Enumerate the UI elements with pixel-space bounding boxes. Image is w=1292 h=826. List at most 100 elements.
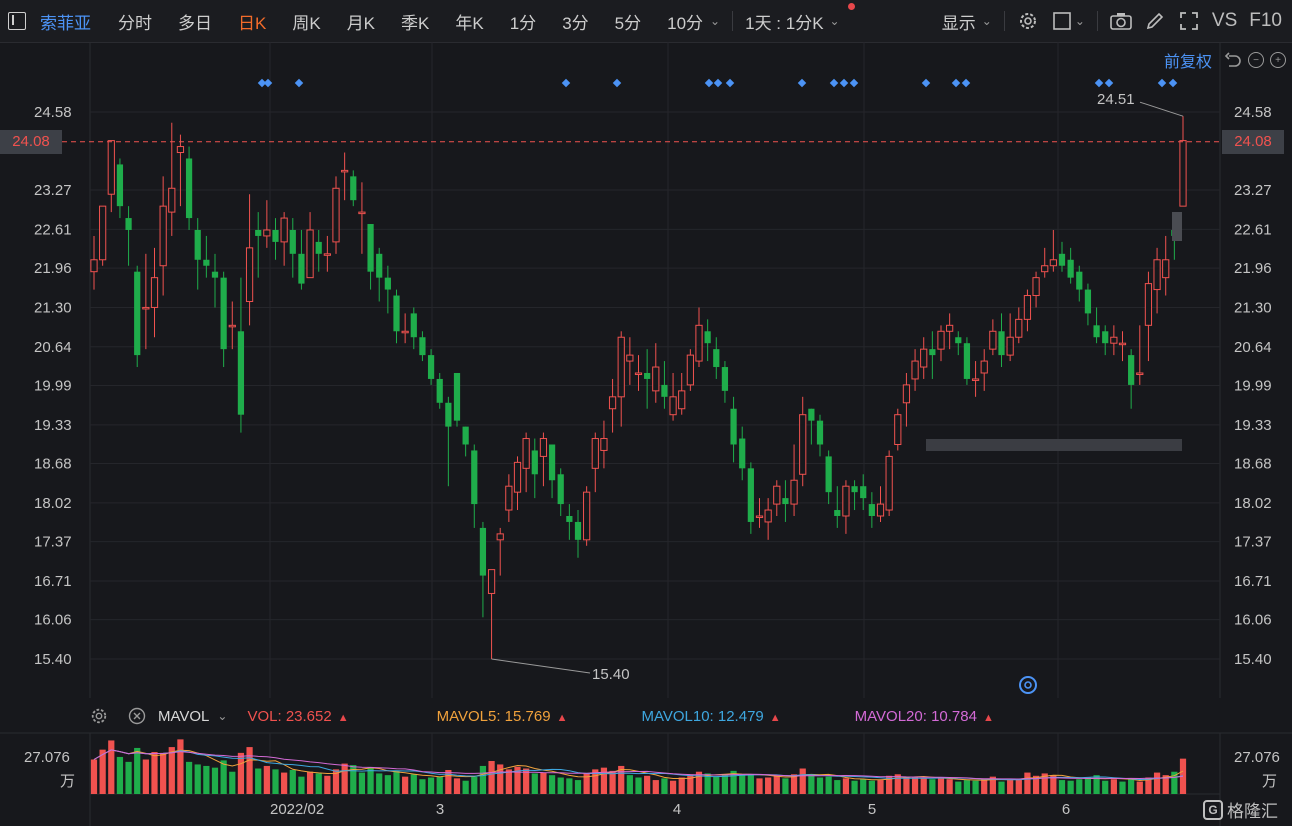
y-tick-label-right: 19.33 [1234,417,1272,434]
zoom-in-icon[interactable]: + [1270,52,1286,68]
candle-body-up [168,187,176,213]
y-tick-label-right: 24.58 [1234,104,1272,121]
volume-bar [90,759,98,794]
fullscreen-icon[interactable] [1178,10,1200,32]
tab-period-1[interactable]: 多日 [178,13,212,33]
pencil-icon[interactable] [1144,10,1166,32]
sidebar-toggle-icon[interactable] [8,12,26,30]
tab-period-3[interactable]: 周K [292,13,321,33]
candle-body-down [427,355,435,379]
candle-body-down [384,277,391,290]
volume-bar [1093,775,1100,794]
candle-body-up [280,217,288,243]
event-marker-icon [294,78,304,88]
candle-body-down [134,271,141,356]
y-tick-label-left: 16.06 [34,612,72,629]
candle-body-up [176,146,185,154]
volume-bar [1032,775,1040,794]
volume-bar [151,752,158,794]
undo-icon[interactable] [1222,49,1244,71]
candle-body-down [220,277,227,350]
volume-bar [384,775,391,794]
chevron-down-icon[interactable]: ⌄ [829,14,840,28]
volume-bar [609,770,616,794]
chevron-down-icon[interactable]: ⌄ [1074,14,1085,28]
candle-body-up [1153,259,1161,291]
tab-period-7[interactable]: 1分 [509,13,537,33]
chevron-down-icon[interactable]: ⌄ [710,14,721,28]
candle-body-up [695,324,703,362]
current-price-badge-left: 24.08 [0,129,62,154]
y-tick-label-right: 20.64 [1234,339,1272,356]
candle-body-down [194,229,201,260]
mavol5-value: MAVOL5: 15.769 ▲ [437,708,568,725]
volume-bar [194,764,201,794]
tab-period-10[interactable]: 10分 [667,13,704,33]
gear-icon[interactable] [1017,10,1039,32]
candle-body-down [376,253,383,278]
close-icon[interactable] [126,705,148,727]
candlestick-chart[interactable]: 24.58 24.58 23.27 23.27 22.61 22.61 21.96 21.96… [0,42,1292,698]
tab-period-0[interactable]: 分时 [118,13,152,33]
volume-bar [911,777,919,794]
tab-period-2[interactable]: 日K [238,13,267,33]
zoom-out-icon[interactable]: − [1248,52,1264,68]
event-marker-icon [961,78,971,88]
indicator-select[interactable]: MAVOL [158,707,210,725]
y-tick-label-left: 19.33 [34,417,72,434]
candle-body-up [678,390,686,410]
candle-body-down [644,372,651,379]
volume-bar [773,775,780,794]
event-marker-icon [704,78,714,88]
volume-bar [574,780,582,794]
volume-bar [765,777,772,794]
tab-period-6[interactable]: 年K [455,13,484,33]
tab-period-5[interactable]: 季K [401,13,430,33]
volume-bar [1145,777,1152,794]
candle-body-up [980,360,988,374]
y-tick-label-left: 20.64 [34,339,72,356]
tab-period-8[interactable]: 3分 [562,13,589,33]
vol-label: VOL: 23.652 [247,707,332,725]
volume-bar [116,756,124,794]
square-icon[interactable] [1051,10,1073,32]
gear-icon[interactable] [88,705,110,727]
volume-bar [981,779,988,794]
chevron-down-icon[interactable]: ⌄ [981,14,992,28]
volume-bar [1171,771,1178,794]
multi-period-select[interactable]: 1天 : 1分K [745,13,824,33]
volume-bar [834,780,841,794]
candle-body-up [496,533,504,541]
volume-max-label-left: 27.076 [24,749,70,766]
y-tick-label-left: 22.61 [34,221,72,238]
stock-name[interactable]: 索菲亚 [40,13,91,33]
volume-bar [402,776,409,794]
volume-bar [281,772,288,794]
tab-period-9[interactable]: 5分 [614,13,642,33]
display-menu-button[interactable]: 显示 [941,13,976,33]
volume-bar [497,764,504,794]
up-arrow-icon: ▲ [556,711,568,724]
volume-bar [695,771,703,794]
candle-body-down [471,450,478,505]
search-bubble-icon-inner [1024,681,1032,689]
y-tick-label-right: 16.06 [1234,612,1272,629]
volume-bar [99,749,106,794]
adjust-mode-button[interactable]: 前复权 [1163,54,1212,71]
candle-body-up [652,366,660,392]
candle-body-up [937,330,945,350]
volume-chart[interactable]: 27.076 万 27.076 万 2022/02 3 4 5 6 [0,698,1292,826]
camera-icon[interactable] [1110,10,1132,32]
candle-body-down [557,474,564,505]
volume-bar [229,771,236,794]
candle-body-down [721,367,729,391]
candle-body-up [608,396,617,410]
f10-button[interactable]: F10 [1249,10,1282,31]
chevron-down-icon[interactable]: ⌄ [217,709,228,723]
volume-bar [324,775,331,794]
vs-button[interactable]: VS [1211,10,1238,31]
volume-bar [453,778,461,794]
tab-period-4[interactable]: 月K [346,13,376,33]
candle-body-down [410,313,417,338]
candle-body-up [971,378,980,381]
